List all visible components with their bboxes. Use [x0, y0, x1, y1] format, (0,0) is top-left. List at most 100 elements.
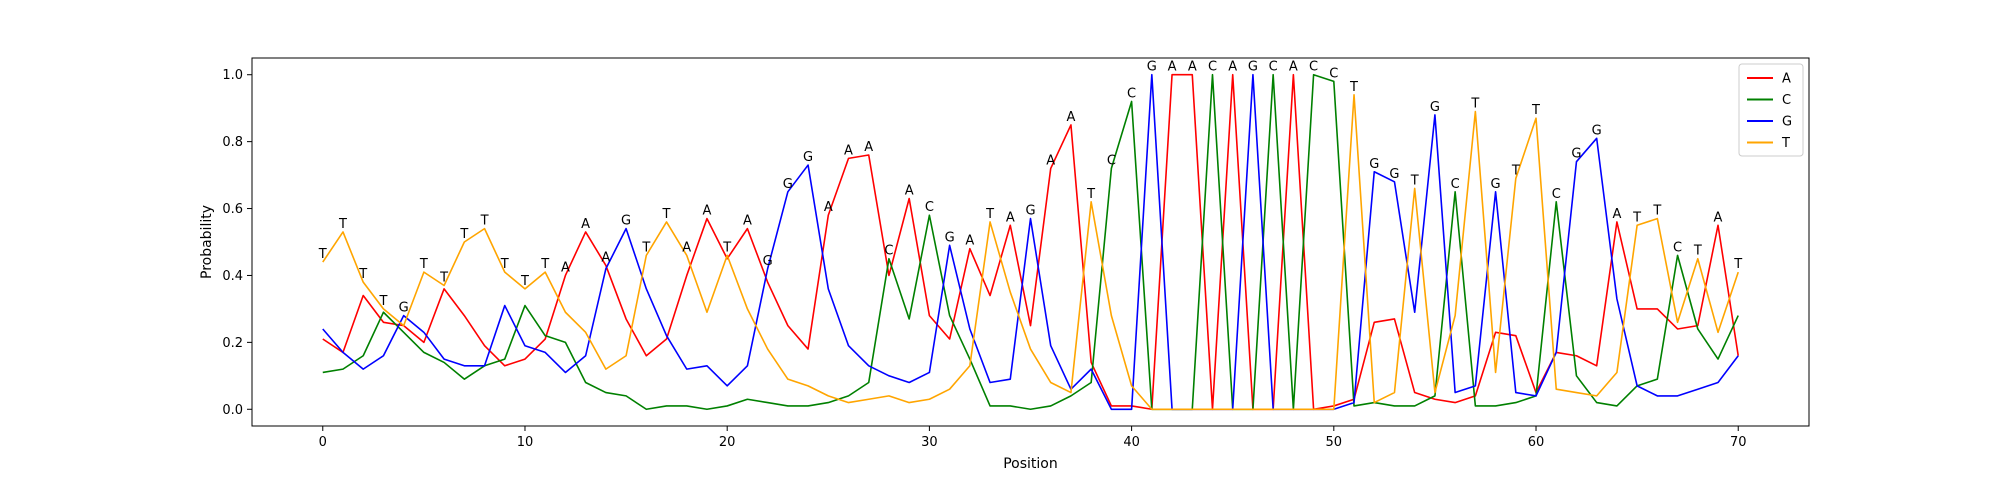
base-label: A: [905, 184, 914, 199]
base-label: C: [1673, 240, 1682, 255]
x-axis: 0 10 20 30 40 50 60 70: [319, 426, 1747, 450]
series-line-C: [322, 73, 1739, 411]
y-axis-label: Probability: [199, 205, 215, 279]
base-label: A: [1289, 60, 1298, 75]
base-label: A: [1168, 60, 1177, 75]
base-label: G: [621, 214, 631, 229]
x-tick-label: 20: [719, 435, 736, 450]
base-label: A: [1006, 210, 1015, 225]
base-label: C: [1107, 153, 1116, 168]
y-tick-label: 0.4: [222, 269, 243, 284]
base-label: T: [378, 294, 387, 309]
base-label: A: [1714, 210, 1723, 225]
y-axis: 0.0 0.2 0.4 0.6 0.8 1.0: [222, 68, 252, 418]
base-label: G: [1147, 60, 1157, 75]
base-label: C: [1552, 187, 1561, 202]
base-label: C: [1309, 60, 1318, 75]
x-axis-label: Position: [1003, 456, 1058, 472]
base-label: G: [803, 150, 813, 165]
x-tick-label: 40: [1123, 435, 1140, 450]
base-label: A: [824, 200, 833, 215]
legend-box: [1738, 63, 1804, 157]
base-label: T: [1410, 173, 1419, 188]
base-label: A: [1066, 110, 1075, 125]
series-line-A: [322, 73, 1740, 411]
base-label: G: [1389, 167, 1399, 182]
base-label: C: [1329, 66, 1338, 81]
base-label: T: [439, 270, 448, 285]
base-label: G: [1430, 100, 1440, 115]
base-label: T: [985, 207, 994, 222]
base-label: A: [844, 143, 853, 158]
y-tick-label: 0.0: [222, 403, 243, 418]
base-label: A: [1188, 60, 1197, 75]
base-label: T: [1086, 187, 1095, 202]
base-label: C: [1451, 177, 1460, 192]
base-label: T: [419, 257, 428, 272]
base-label: A: [601, 250, 610, 265]
base-label: G: [1571, 147, 1581, 162]
base-label: C: [884, 244, 893, 259]
base-label: G: [399, 301, 409, 316]
base-label: C: [1127, 86, 1136, 101]
legend-label-T: T: [1781, 136, 1790, 151]
x-tick-label: 30: [921, 435, 938, 450]
y-tick-label: 0.6: [222, 202, 243, 217]
base-label: T: [459, 227, 468, 242]
base-label: G: [1491, 177, 1501, 192]
base-label: A: [743, 214, 752, 229]
series-line-T: [322, 94, 1739, 411]
base-label: A: [864, 140, 873, 155]
x-tick-label: 60: [1528, 435, 1545, 450]
base-label: C: [925, 200, 934, 215]
base-label: T: [1349, 80, 1358, 95]
base-label: T: [318, 247, 327, 262]
base-label: A: [965, 234, 974, 249]
legend-label-G: G: [1782, 115, 1792, 130]
base-label: C: [1208, 60, 1217, 75]
base-label: T: [1632, 210, 1641, 225]
base-label: T: [641, 240, 650, 255]
y-tick-label: 0.2: [222, 336, 243, 351]
base-label: A: [1228, 60, 1237, 75]
axes-frame: [251, 57, 1810, 427]
legend-label-A: A: [1782, 72, 1791, 87]
base-label: C: [1269, 60, 1278, 75]
base-label: A: [581, 217, 590, 232]
legend-label-C: C: [1782, 93, 1791, 108]
base-label: T: [358, 267, 367, 282]
base-label: T: [480, 214, 489, 229]
x-tick-label: 10: [517, 435, 534, 450]
base-label: T: [338, 217, 347, 232]
base-label: A: [1046, 153, 1055, 168]
base-label: G: [1025, 204, 1035, 219]
base-label: T: [722, 240, 731, 255]
base-label: A: [1612, 207, 1621, 222]
base-label: G: [1592, 123, 1602, 138]
x-tick-label: 0: [319, 435, 327, 450]
base-label: G: [783, 177, 793, 192]
base-label: G: [1248, 60, 1258, 75]
base-label: T: [520, 274, 529, 289]
base-label: T: [500, 257, 509, 272]
base-label: T: [1470, 97, 1479, 112]
base-label: T: [1511, 163, 1520, 178]
base-label: T: [1693, 244, 1702, 259]
base-label: T: [662, 207, 671, 222]
x-tick-label: 70: [1730, 435, 1747, 450]
base-label: A: [682, 240, 691, 255]
series-line-G: [322, 73, 1739, 411]
y-tick-label: 1.0: [222, 68, 243, 83]
x-tick-label: 50: [1326, 435, 1343, 450]
base-label: T: [1531, 103, 1540, 118]
series-layer: [322, 73, 1740, 411]
base-label: G: [763, 254, 773, 269]
base-label: T: [540, 257, 549, 272]
base-label: A: [561, 260, 570, 275]
base-label: G: [1369, 157, 1379, 172]
base-label: A: [703, 204, 712, 219]
